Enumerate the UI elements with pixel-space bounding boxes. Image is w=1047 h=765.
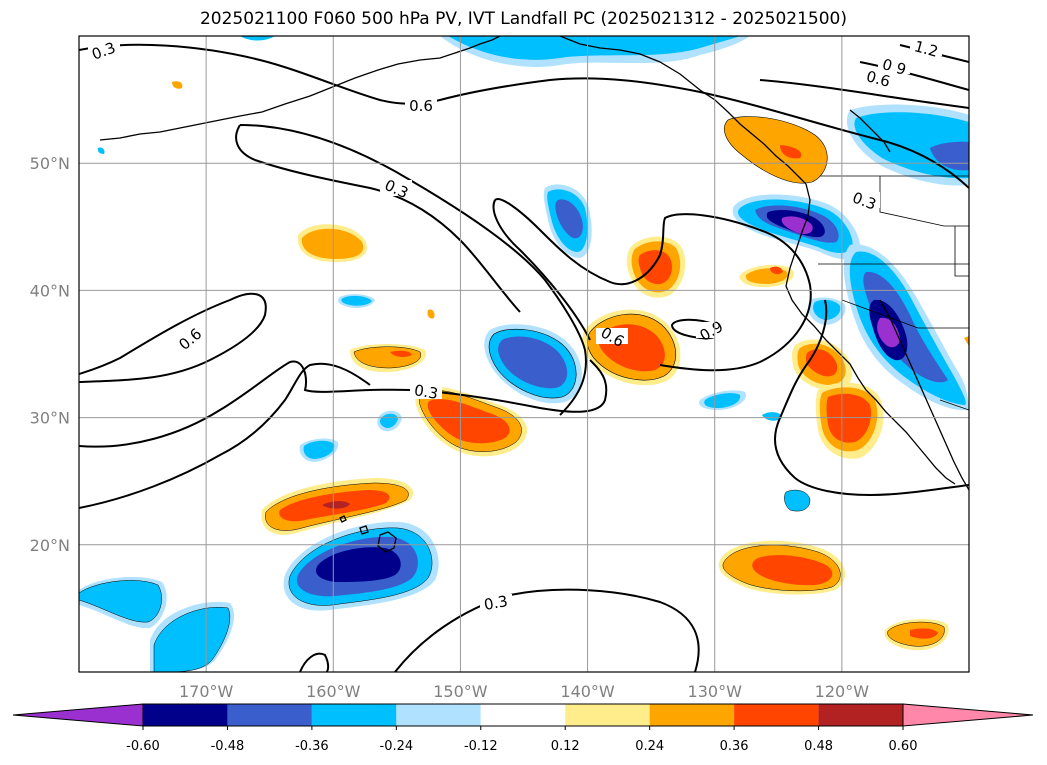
- colorbar-segment: [396, 704, 481, 726]
- colorbar-segment: [565, 704, 650, 726]
- colorbar-low-extend: [12, 703, 144, 727]
- colorbar: -0.60 -0.48 -0.36 -0.24 -0.12 0.12 0.24 0.36 0.4…: [12, 703, 1034, 754]
- colorbar-tick-label: 0.60: [889, 739, 918, 754]
- map-title: 2025021100 F060 500 hPa PV, IVT Landfall…: [199, 9, 847, 29]
- colorbar-segment: [311, 704, 397, 726]
- longitude-label: 170°W: [179, 682, 234, 701]
- map-frame: [78, 35, 970, 673]
- latitude-labels: 50°N 40°N 30°N 20°N: [30, 154, 70, 555]
- contour-label: 1.2: [912, 37, 940, 61]
- longitude-label: 140°W: [560, 682, 615, 701]
- colorbar-segment: [818, 704, 903, 726]
- graticule-layer: [79, 36, 969, 672]
- colorbar-tick-label: -0.12: [464, 739, 498, 754]
- coastline-layer: [99, 36, 969, 553]
- colorbar-high-extend: [902, 703, 1034, 727]
- colorbar-segment: [143, 704, 228, 726]
- colorbar-segment: [734, 704, 819, 726]
- pv-contour-layer: [79, 43, 969, 672]
- contour-label: 0.6: [409, 97, 433, 115]
- latitude-label: 30°N: [30, 409, 70, 428]
- colorbar-tick-label: 0.24: [635, 739, 664, 754]
- colorbar-tick-label: 0.36: [720, 739, 749, 754]
- shaded-anomaly-layer: [79, 36, 969, 672]
- border-layer: [818, 175, 969, 411]
- contour-label: 0.3: [483, 592, 510, 614]
- longitude-labels: 170°W 160°W 150°W 140°W 130°W 120°W: [179, 682, 869, 701]
- colorbar-segment: [649, 704, 735, 726]
- longitude-label: 150°W: [433, 682, 488, 701]
- colorbar-segment: [480, 704, 566, 726]
- colorbar-segment: [227, 704, 312, 726]
- contour-label-layer: 0.3 0.6 1.2 0.9 0.6 0.3 0.6 0.3 0.6 0.9 …: [88, 37, 942, 614]
- contour-label: 0.3: [382, 176, 411, 202]
- colorbar-tick-label: -0.48: [211, 739, 245, 754]
- longitude-label: 120°W: [815, 682, 870, 701]
- colorbar-tick-label: -0.36: [295, 739, 329, 754]
- colorbar-tick-label: -0.60: [126, 739, 160, 754]
- longitude-label: 130°W: [688, 682, 743, 701]
- longitude-label: 160°W: [306, 682, 361, 701]
- colorbar-tick-label: 0.48: [804, 739, 833, 754]
- contour-label: 0.3: [413, 381, 440, 403]
- contour-label: 0.6: [175, 325, 205, 354]
- colorbar-tick-label: -0.24: [380, 739, 414, 754]
- latitude-label: 20°N: [30, 536, 70, 555]
- colorbar-frame: [142, 703, 904, 727]
- contour-label: 0.6: [864, 67, 892, 91]
- latitude-label: 40°N: [30, 281, 70, 300]
- latitude-label: 50°N: [30, 154, 70, 173]
- colorbar-tick-label: 0.12: [551, 739, 580, 754]
